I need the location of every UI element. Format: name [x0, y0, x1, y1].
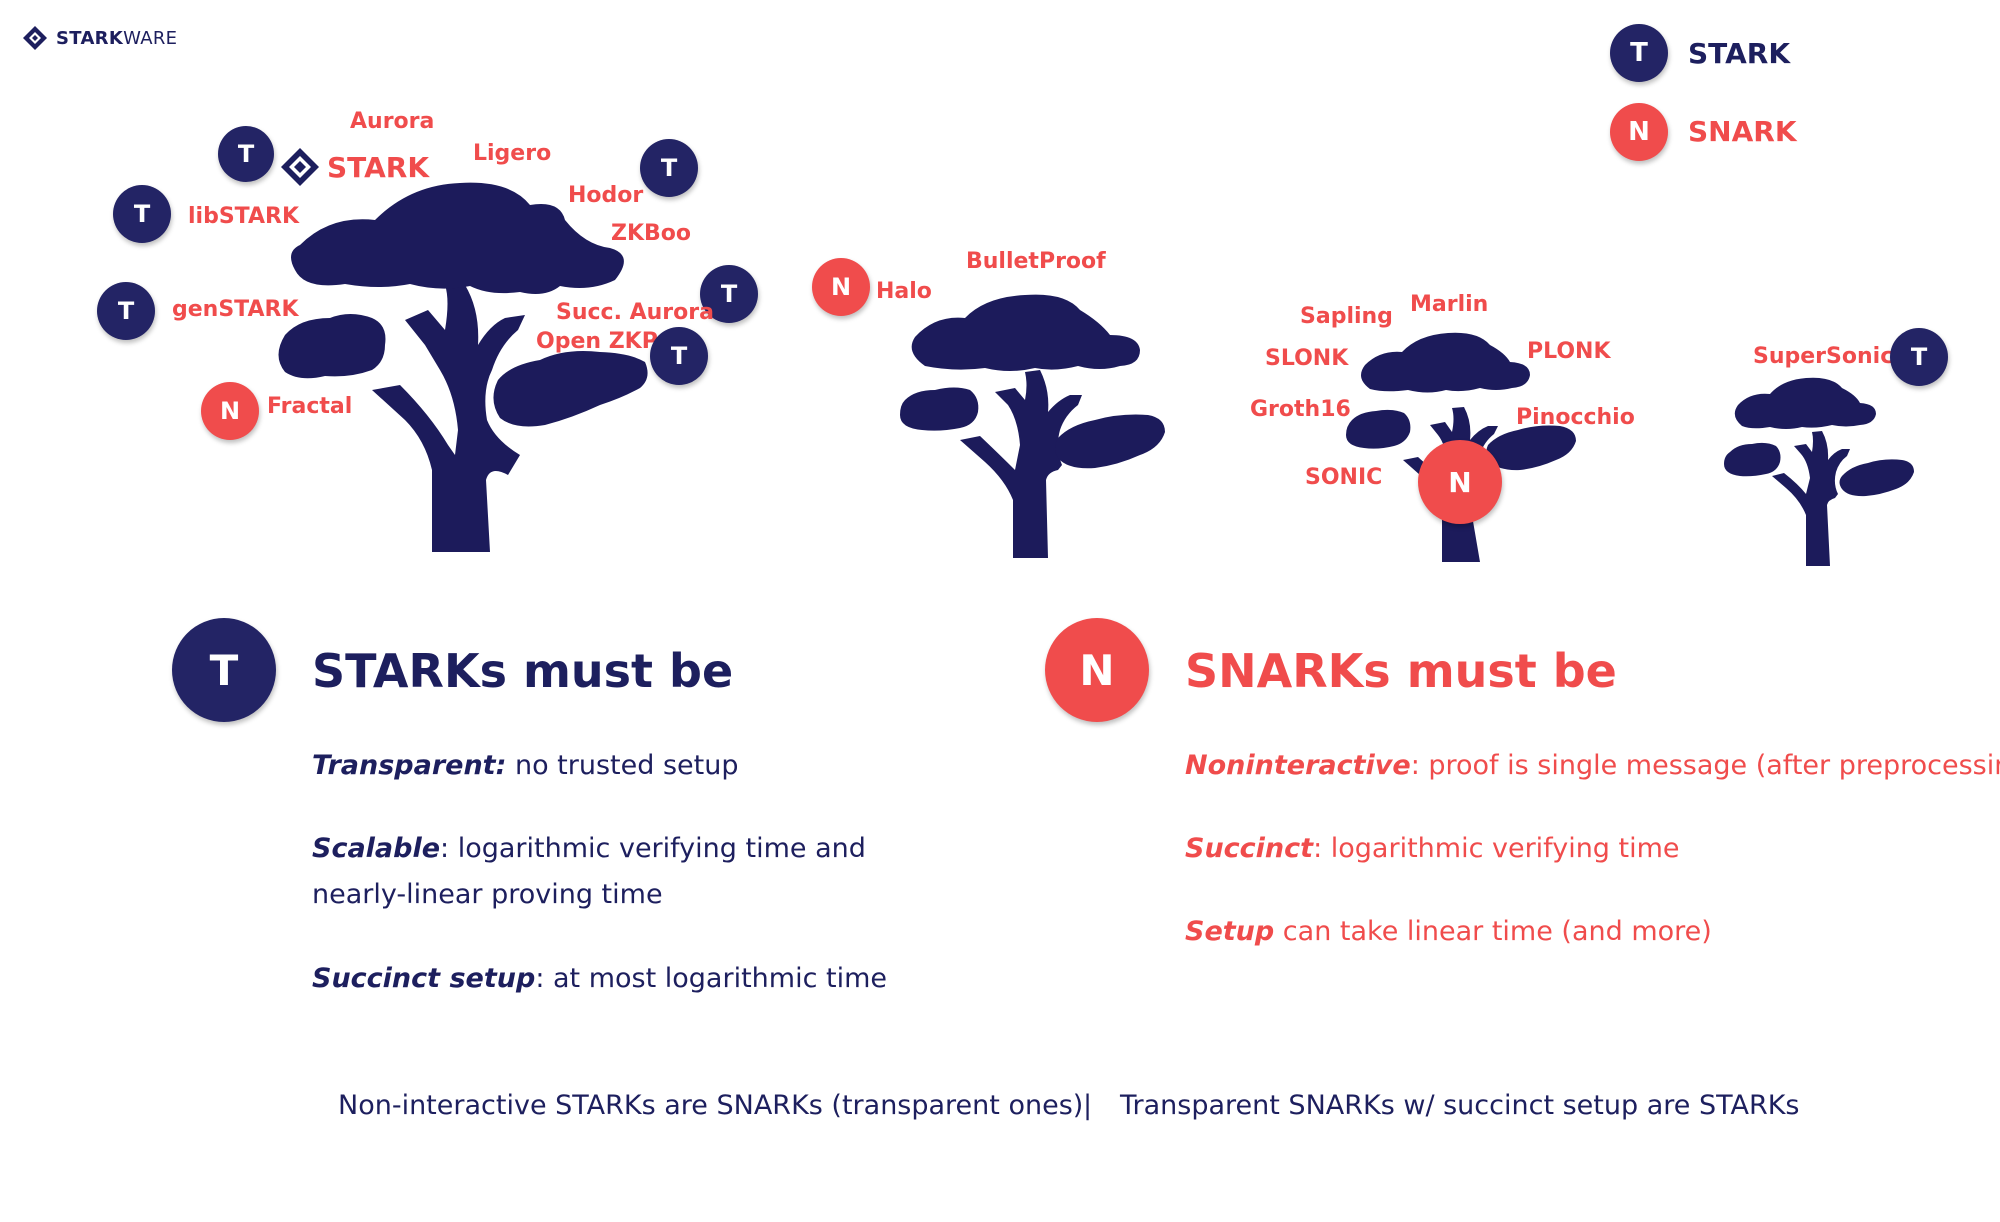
- label-succ-aurora: Succ. Aurora: [556, 300, 714, 325]
- snark-prop-setup: Setup can take linear time (and more): [1185, 916, 1712, 947]
- starks-badge: T: [172, 618, 276, 722]
- footer-right-note: Transparent SNARKs w/ succinct setup are…: [1120, 1090, 1800, 1121]
- label-genstark: genSTARK: [172, 297, 299, 322]
- badge-open-zkp-t: T: [650, 327, 708, 385]
- legend-snark-badge: N: [1610, 103, 1668, 161]
- label-aurora: Aurora: [350, 109, 435, 134]
- tree-medium: [900, 294, 1165, 558]
- tree-large: [278, 182, 648, 552]
- starkware-logo-icon: [23, 26, 47, 50]
- snarks-title: SNARKs must be: [1185, 644, 1617, 698]
- label-pinocchio: Pinocchio: [1516, 405, 1635, 430]
- legend-stark-badge: T: [1610, 24, 1668, 82]
- starkware-logo: STARKWARE: [22, 24, 177, 52]
- stark-prop-scalable: Scalable: logarithmic verifying time and…: [312, 833, 866, 910]
- label-bulletproof: BulletProof: [966, 249, 1106, 274]
- badge-stark-t: T: [218, 126, 274, 182]
- badge-supersonic-t: T: [1890, 328, 1948, 386]
- badge-succ-aurora-t: T: [700, 265, 758, 323]
- label-sonic: SONIC: [1305, 465, 1383, 490]
- label-slonk: SLONK: [1265, 346, 1349, 371]
- badge-hodor-t: T: [640, 139, 698, 197]
- badge-fractal-n: N: [201, 382, 259, 440]
- stark-prop-succinct-setup: Succinct setup: at most logarithmic time: [312, 963, 887, 994]
- snark-prop-succinct: Succinct: logarithmic verifying time: [1185, 833, 1680, 864]
- label-plonk: PLONK: [1527, 339, 1611, 364]
- label-marlin: Marlin: [1410, 292, 1489, 317]
- footer-left-note: Non-interactive STARKs are SNARKs (trans…: [338, 1090, 1084, 1121]
- label-halo: Halo: [876, 279, 932, 304]
- starks-title: STARKs must be: [312, 644, 734, 698]
- label-libstark: libSTARK: [188, 204, 299, 229]
- badge-libstark-t: T: [113, 185, 171, 243]
- label-stark: STARK: [327, 151, 430, 184]
- footer-separator: |: [1083, 1090, 1093, 1121]
- label-fractal: Fractal: [267, 394, 353, 419]
- label-open-zkp: Open ZKP: [536, 329, 658, 354]
- legend-snark-label: SNARK: [1688, 115, 1797, 148]
- snarks-badge: N: [1045, 618, 1149, 722]
- trees-illustration: [278, 182, 1914, 566]
- badge-genstark-t: T: [97, 282, 155, 340]
- badge-sonic-n: N: [1418, 440, 1502, 524]
- label-sapling: Sapling: [1300, 304, 1393, 329]
- label-supersonic: SuperSonic: [1753, 344, 1894, 369]
- tree-small-2: [1724, 377, 1914, 566]
- stark-diamond-icon: [281, 148, 319, 186]
- snark-prop-noninteractive: Noninteractive: proof is single message …: [1185, 750, 2000, 781]
- label-ligero: Ligero: [473, 141, 552, 166]
- starkware-wordmark: STARKWARE: [56, 27, 178, 49]
- badge-halo-n: N: [812, 258, 870, 316]
- legend-stark-label: STARK: [1688, 37, 1791, 70]
- stark-prop-transparent: Transparent: no trusted setup: [312, 750, 739, 781]
- label-groth16: Groth16: [1250, 397, 1351, 422]
- label-zkboo: ZKBoo: [611, 221, 691, 246]
- label-hodor: Hodor: [568, 183, 644, 208]
